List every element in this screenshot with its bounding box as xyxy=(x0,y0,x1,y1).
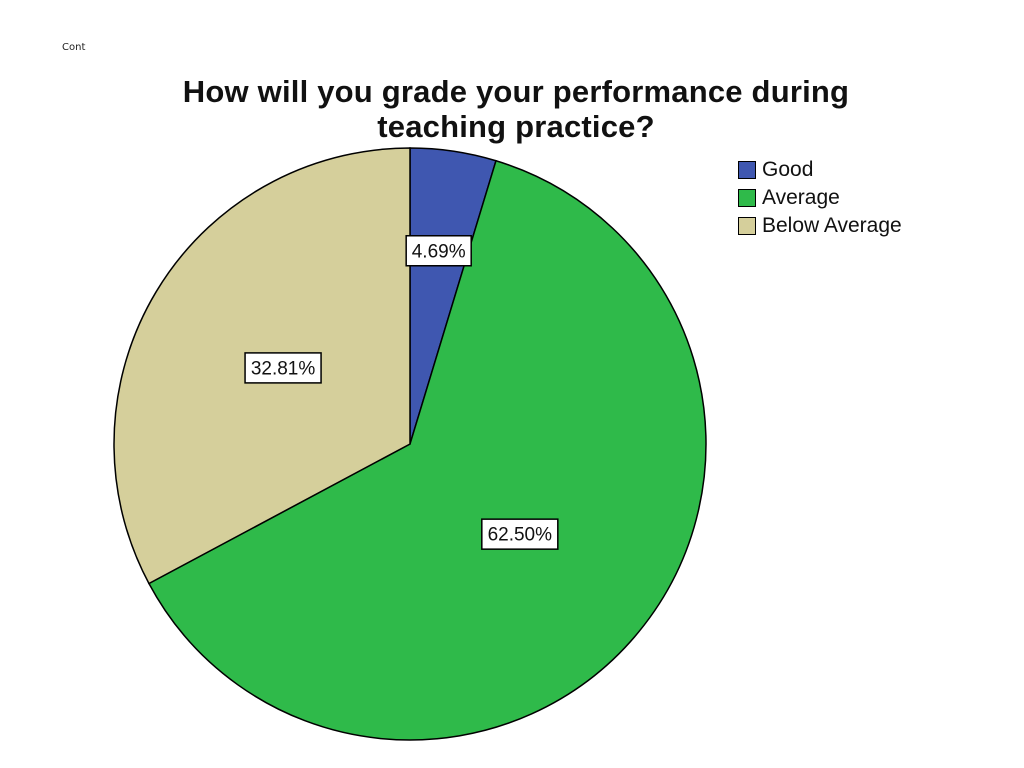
data-label-text-good: 4.69% xyxy=(412,241,466,262)
data-label-below-average: 32.81% xyxy=(244,352,322,384)
legend-label-good: Good xyxy=(762,158,814,181)
legend-item-average: Average xyxy=(738,184,902,212)
data-label-average: 62.50% xyxy=(481,518,559,550)
chart-title-line-1: How will you grade your performance duri… xyxy=(182,74,850,109)
chart-title-line-2: teaching practice? xyxy=(377,109,655,144)
pie-slice-average xyxy=(147,159,707,741)
legend-item-good: Good xyxy=(738,156,902,184)
data-label-box-below-average xyxy=(244,352,322,384)
legend-swatch-good xyxy=(738,161,756,179)
data-label-good: 4.69% xyxy=(405,235,472,267)
corner-text: Cont xyxy=(62,42,86,53)
legend-label-below-average: Below Average xyxy=(762,214,902,237)
legend-swatch-below-average xyxy=(738,217,756,235)
data-label-text-average: 62.50% xyxy=(488,525,553,546)
chart-legend: Good Average Below Average xyxy=(738,156,902,240)
data-label-box-good xyxy=(405,235,472,267)
chart-title: How will you grade your performance duri… xyxy=(116,74,916,144)
legend-swatch-average xyxy=(738,189,756,207)
legend-item-below-average: Below Average xyxy=(738,212,902,240)
data-label-text-below-average: 32.81% xyxy=(251,358,316,379)
data-label-box-average xyxy=(481,518,559,550)
legend-label-average: Average xyxy=(762,186,840,209)
pie-data-labels: 4.69% 62.50% 32.81% xyxy=(244,235,559,550)
